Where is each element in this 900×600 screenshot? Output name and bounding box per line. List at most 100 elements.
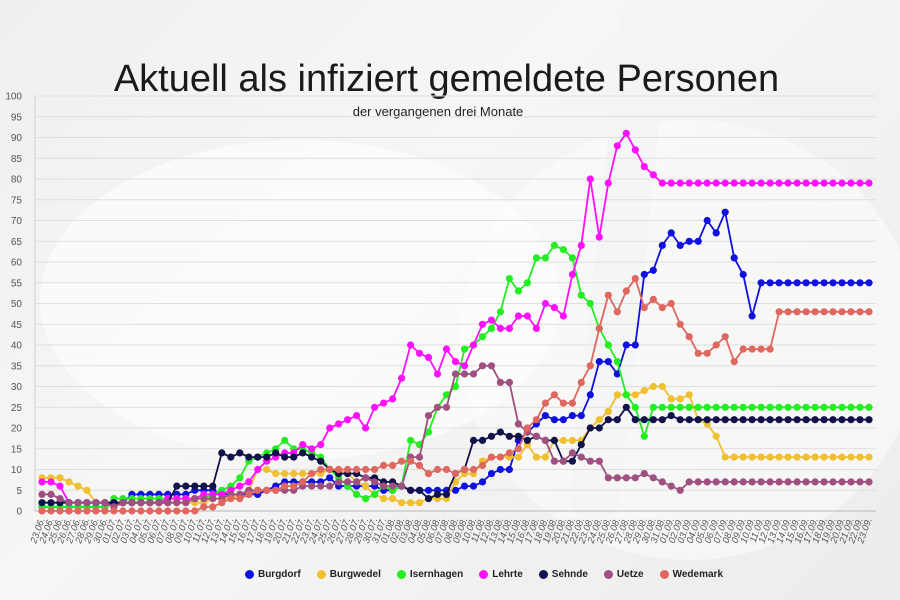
y-tick-label: 10 [11, 465, 23, 476]
data-point [577, 378, 585, 386]
data-point [838, 403, 846, 411]
data-point [326, 474, 334, 482]
data-point [649, 416, 657, 424]
data-point [101, 499, 109, 507]
data-point [496, 465, 504, 474]
data-point [793, 279, 801, 287]
y-tick-label: 35 [11, 361, 23, 372]
data-point [829, 179, 837, 187]
data-point [460, 362, 469, 370]
data-point [847, 478, 855, 486]
data-point [865, 308, 873, 316]
data-point [92, 507, 100, 515]
data-point [371, 478, 379, 486]
legend-item[interactable]: Uetze [603, 569, 644, 580]
data-point [398, 482, 406, 490]
data-point [380, 482, 388, 490]
data-point [389, 395, 397, 403]
data-point [317, 441, 325, 449]
legend-item[interactable]: Isernhagen [396, 569, 463, 580]
data-point [685, 391, 693, 399]
data-point [640, 163, 648, 171]
data-point [487, 362, 496, 370]
data-point [766, 478, 774, 486]
data-point [694, 403, 702, 411]
legend-item[interactable]: Wedemark [659, 569, 723, 580]
data-point [613, 358, 621, 366]
y-tick-label: 0 [16, 507, 22, 518]
data-point [865, 279, 873, 287]
data-point [613, 142, 621, 150]
data-point [568, 270, 577, 279]
data-point [478, 478, 487, 486]
data-point [236, 495, 244, 503]
data-point [299, 449, 307, 457]
data-point [442, 391, 451, 399]
data-point [398, 457, 406, 465]
data-point [730, 478, 738, 486]
data-point [541, 254, 550, 262]
data-point [622, 403, 630, 411]
data-point [47, 478, 55, 486]
data-point [371, 403, 379, 411]
series-wedemark [38, 275, 873, 515]
data-point [757, 403, 765, 411]
data-point [74, 482, 82, 490]
data-point [757, 416, 765, 424]
data-point [676, 241, 684, 249]
data-point [496, 428, 504, 436]
data-point [775, 453, 783, 461]
data-point [326, 465, 334, 474]
data-point [451, 358, 460, 366]
data-point [389, 461, 397, 469]
y-tick-label: 30 [11, 382, 23, 393]
data-point [856, 416, 864, 424]
data-point [613, 391, 621, 399]
data-point [38, 499, 46, 507]
data-point [209, 503, 217, 511]
data-point [451, 470, 460, 478]
data-point [407, 486, 415, 494]
data-point [200, 503, 208, 511]
data-point [380, 495, 388, 503]
data-point [433, 370, 442, 378]
legend-item[interactable]: Sehnde [538, 569, 588, 580]
data-point [155, 499, 163, 507]
data-point [335, 420, 343, 428]
data-point [433, 403, 442, 411]
data-point [469, 465, 478, 474]
data-point [532, 453, 541, 461]
data-point [236, 449, 244, 457]
y-tick-label: 65 [11, 237, 23, 248]
data-point [604, 358, 612, 366]
data-point [568, 254, 577, 262]
data-point [838, 308, 846, 316]
data-point [263, 486, 271, 494]
data-point [649, 295, 657, 303]
data-point [308, 470, 316, 478]
data-point [748, 478, 756, 486]
data-point [362, 424, 370, 432]
data-point [595, 358, 603, 366]
legend-item[interactable]: Burgwedel [316, 569, 381, 580]
data-point [65, 478, 73, 486]
legend-marker [244, 570, 254, 579]
data-point [155, 507, 163, 515]
data-point [577, 241, 585, 249]
data-point [748, 416, 756, 424]
legend-item[interactable]: Burgdorf [244, 569, 301, 580]
legend-label: Burgwedel [329, 569, 381, 580]
data-point [272, 470, 280, 478]
data-point [119, 507, 127, 515]
data-point [550, 457, 559, 465]
data-point [703, 349, 711, 357]
series-lehrte [38, 129, 873, 507]
data-point [820, 403, 828, 411]
y-tick-label: 15 [11, 444, 23, 455]
legend-item[interactable]: Lehrte [479, 569, 523, 580]
data-point [586, 457, 594, 465]
data-point [685, 237, 693, 245]
data-point [658, 416, 666, 424]
data-point [568, 399, 577, 407]
data-point [685, 333, 693, 341]
